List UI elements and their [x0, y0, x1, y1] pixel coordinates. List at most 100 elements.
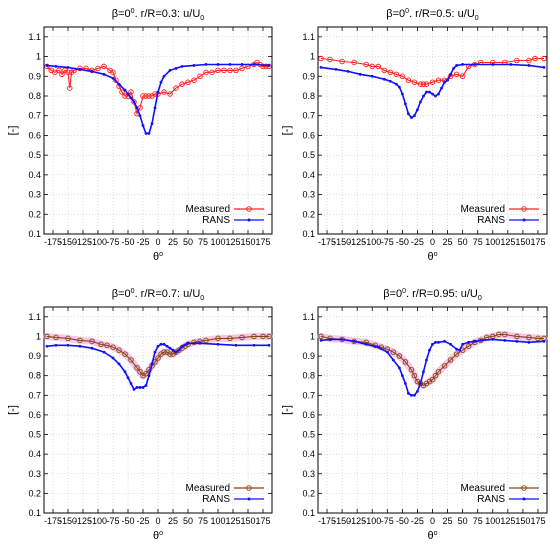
data-point — [90, 69, 94, 73]
data-point — [267, 343, 271, 347]
data-point — [443, 80, 446, 84]
x-tick-label: 0 — [155, 237, 160, 247]
data-point — [135, 106, 139, 110]
data-point — [53, 334, 59, 341]
data-point — [396, 353, 403, 359]
data-point — [140, 93, 146, 99]
data-point — [252, 63, 256, 66]
x-tick-label: -75 — [381, 237, 394, 247]
y-tick-label: 0.4 — [28, 449, 41, 459]
y-tick-label: 0.5 — [302, 150, 315, 160]
data-point — [452, 67, 455, 70]
x-tick-label: -100 — [363, 237, 381, 247]
chart-title: β=00. r/R=0.3: u/U0 — [112, 8, 205, 22]
data-point — [514, 57, 520, 64]
data-point — [408, 367, 415, 373]
data-point — [327, 56, 333, 63]
y-tick-label: 0.1 — [302, 229, 315, 239]
x-tick-label: 50 — [458, 516, 468, 526]
x-tick-label: -75 — [106, 516, 119, 526]
data-point — [123, 88, 127, 92]
y-tick-label: 0.3 — [302, 469, 315, 479]
series-measured — [318, 55, 547, 87]
x-tick-label: -50 — [121, 237, 134, 247]
data-point — [410, 393, 413, 397]
x-tick-label: 0 — [430, 516, 435, 526]
data-point — [156, 344, 160, 348]
data-point — [509, 63, 513, 66]
chart-panel-3: 0.10.20.30.40.50.60.70.80.911.1-175-150-… — [7, 288, 273, 542]
data-point — [233, 67, 239, 74]
data-point — [381, 67, 388, 74]
data-point — [150, 362, 154, 366]
x-tick-label: -175 — [318, 516, 336, 526]
data-point — [135, 386, 139, 389]
data-point — [126, 376, 130, 380]
series-line — [320, 333, 544, 387]
data-point — [425, 90, 428, 94]
data-point — [422, 370, 425, 374]
x-tick-label: 50 — [183, 516, 193, 526]
legend-swatch-marker — [246, 206, 252, 212]
x-tick-label: 75 — [198, 516, 208, 526]
data-point — [318, 333, 324, 340]
data-point — [234, 343, 238, 347]
data-point — [90, 346, 94, 350]
data-point — [132, 388, 136, 391]
data-point — [461, 342, 465, 346]
y-tick-label: 0.8 — [302, 371, 315, 381]
y-tick-label: 0.1 — [302, 508, 315, 518]
data-point — [159, 342, 163, 346]
y-tick-label: 1.1 — [302, 32, 315, 42]
data-point — [203, 337, 209, 344]
y-tick-label: 0.1 — [28, 508, 41, 518]
data-point — [204, 63, 208, 66]
data-point — [437, 340, 440, 344]
data-point — [390, 349, 397, 355]
data-point — [334, 67, 338, 71]
data-point — [185, 79, 191, 85]
legend-swatch-marker — [521, 485, 527, 491]
chart-title: β=00. r/R=0.95: u/U0 — [383, 288, 482, 302]
y-tick-label: 0.6 — [302, 410, 315, 420]
y-tick-label: 0.4 — [302, 449, 315, 459]
data-point — [370, 74, 374, 78]
x-tick-label: -100 — [363, 516, 381, 526]
data-point — [434, 340, 437, 344]
data-point — [526, 334, 532, 341]
y-tick-label: 1.1 — [28, 312, 41, 322]
y-tick-label: 0.7 — [302, 111, 315, 121]
data-point — [458, 348, 462, 352]
x-tick-label: -150 — [333, 237, 351, 247]
data-point — [542, 66, 546, 69]
y-tick-label: 0.6 — [28, 410, 41, 420]
data-point — [131, 99, 137, 105]
data-point — [437, 92, 440, 96]
data-point — [535, 335, 541, 342]
data-point — [111, 356, 115, 360]
legend-label: RANS — [202, 494, 230, 505]
y-tick-label: 0.4 — [302, 170, 315, 180]
x-tick-label: -175 — [44, 237, 62, 247]
data-point — [385, 350, 389, 354]
data-point — [363, 61, 369, 68]
data-point — [110, 69, 116, 76]
x-tick-label: -100 — [89, 516, 107, 526]
data-point — [413, 114, 416, 118]
x-axis-label: θo — [427, 251, 437, 263]
y-tick-label: 0.4 — [28, 170, 41, 180]
data-point — [159, 80, 163, 84]
data-point — [173, 85, 179, 91]
data-point — [177, 348, 181, 352]
data-point — [153, 106, 157, 110]
data-point — [420, 81, 427, 87]
data-point — [319, 338, 323, 342]
x-axis-label: θo — [427, 530, 437, 542]
data-point — [542, 339, 546, 343]
data-point — [351, 59, 357, 66]
y-tick-label: 0.2 — [302, 488, 315, 498]
data-point — [77, 337, 83, 344]
data-point — [138, 386, 142, 389]
data-point — [162, 74, 166, 78]
